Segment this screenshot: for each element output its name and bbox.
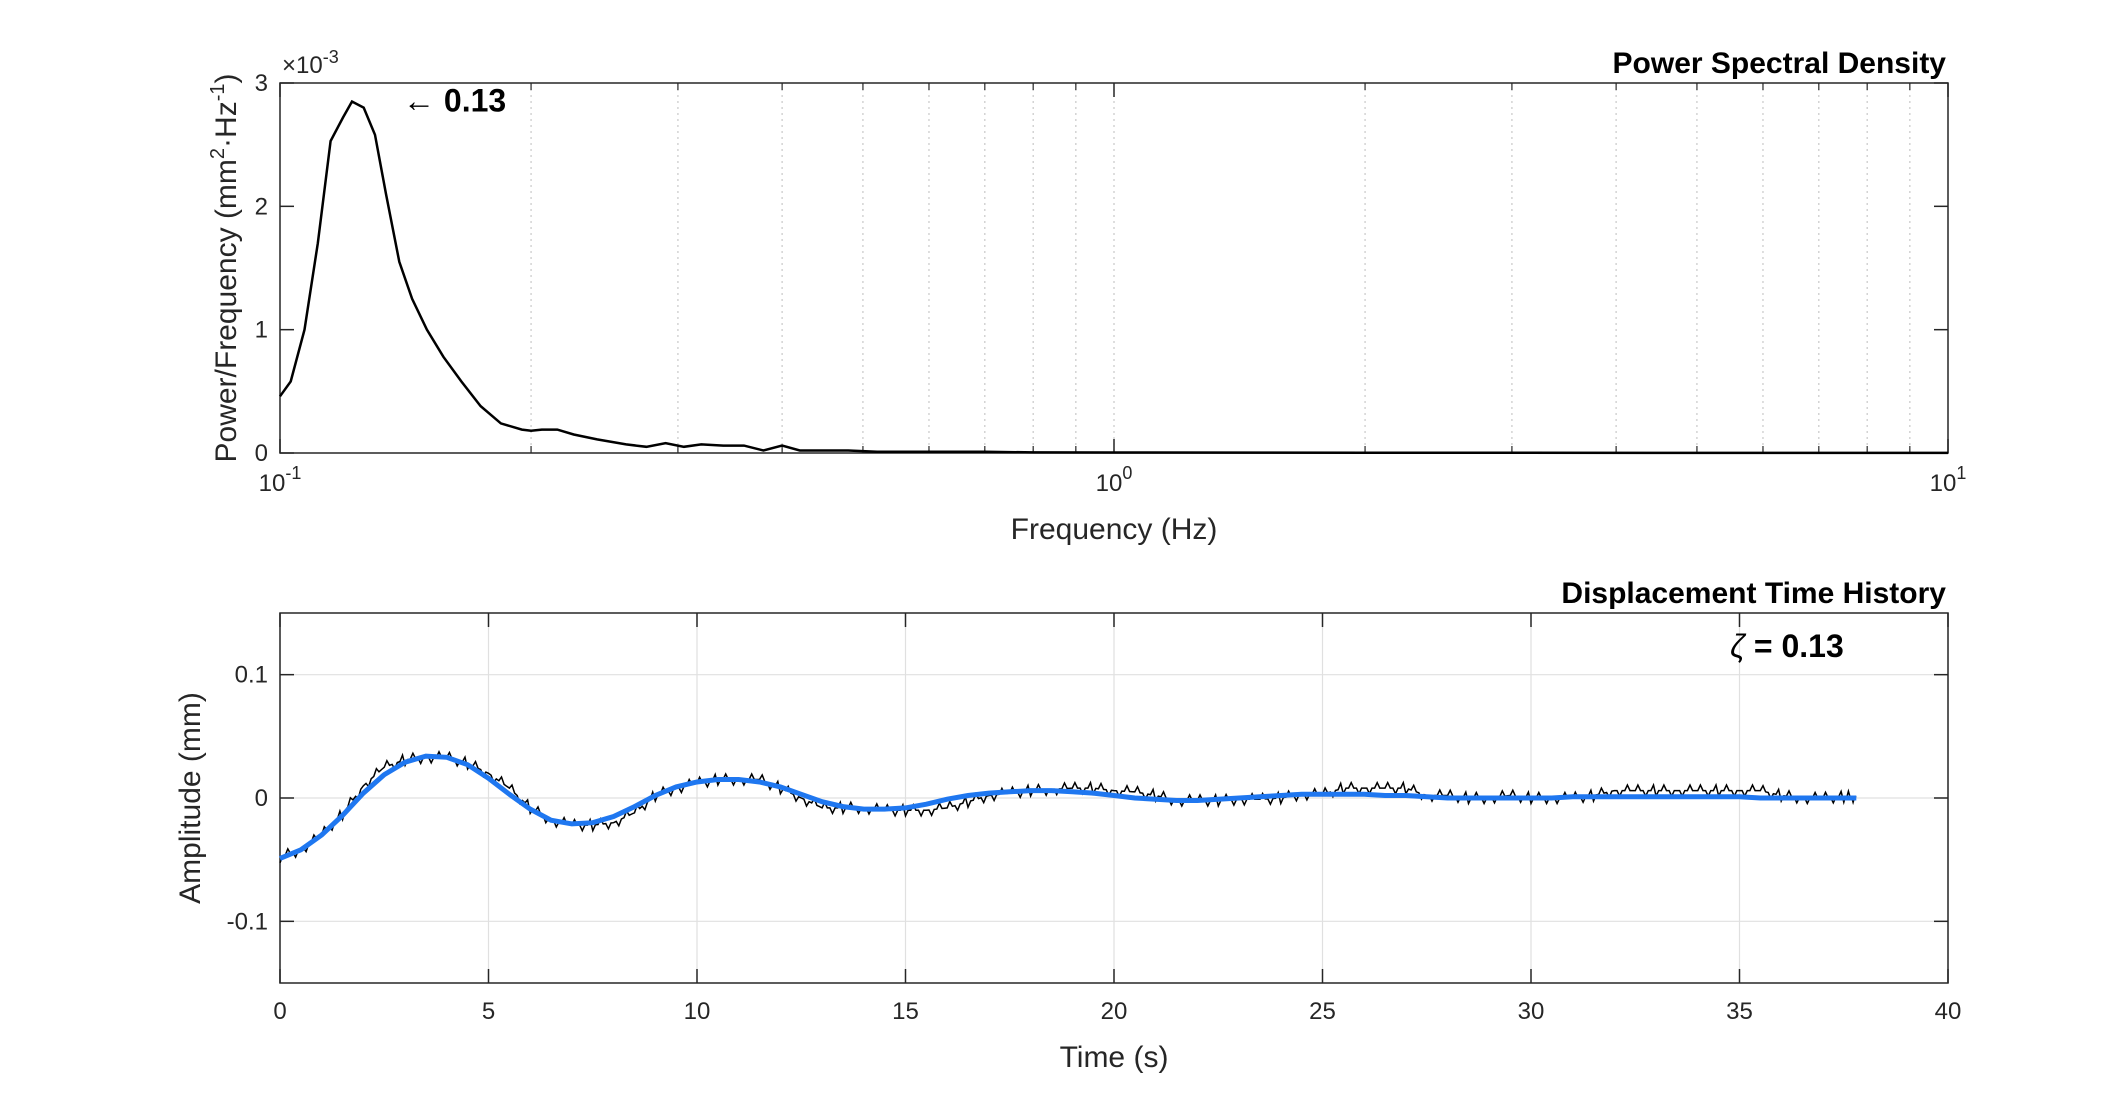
zeta-value: = 0.13 [1745,628,1844,664]
displacement-x-tick-label: 15 [892,998,919,1025]
displacement-x-tick-label: 10 [684,998,711,1025]
psd-y-exponent: ×10-3 [282,47,339,79]
psd-ylabel-mid: ·Hz [210,101,243,148]
displacement-fit-series-line [279,753,1857,861]
psd-title: Power Spectral Density [1613,47,1947,80]
psd-ylabel-sup2: -1 [207,84,229,102]
psd-ylabel-end: ) [210,74,243,84]
psd-x-tick-label: 100 [1096,463,1133,497]
psd-y-tick-label: 0 [255,440,268,467]
psd-ticks: 0 1 2 3 10-1 100 101 [255,70,1967,497]
psd-y-tick-label: 1 [255,317,268,344]
displacement-x-tick-label: 40 [1935,998,1962,1025]
psd-panel: 0 1 2 3 10-1 100 101 ×10-3 Power Spectral Dens… [207,47,1966,546]
displacement-x-tick-label: 30 [1518,998,1545,1025]
psd-peak-annotation: ← 0.13 [403,83,506,119]
displacement-x-axis-label: Time (s) [1060,1041,1169,1074]
displacement-x-tick-label: 35 [1726,998,1753,1025]
psd-y-tick-label: 2 [255,193,268,220]
displacement-x-tick-label: 25 [1309,998,1336,1025]
displacement-x-tick-label: 5 [482,998,495,1025]
psd-ylabel-sup1: 2 [207,148,229,159]
displacement-y-tick-label: 0.1 [235,662,268,689]
psd-y-tick-label: 3 [255,70,268,97]
psd-ylabel-main: Power/Frequency (mm [210,159,243,462]
displacement-y-axis-label: Amplitude (mm) [174,692,207,904]
psd-x-tick-label: 10-1 [259,463,302,497]
displacement-y-tick-label: 0 [255,785,268,812]
displacement-x-tick-label: 0 [273,998,286,1025]
displacement-y-tick-label: -0.1 [227,908,268,935]
displacement-x-tick-label: 20 [1101,998,1128,1025]
psd-x-axis-label: Frequency (Hz) [1011,513,1218,546]
displacement-ticks: 0 5 10 15 20 25 30 35 40 -0.1 0 0.1 [227,613,1962,1025]
psd-x-tick-label: 101 [1930,463,1967,497]
psd-y-axis-label: Power/Frequency (mm2·Hz-1) [207,74,243,463]
damping-ratio-annotation: ζ = 0.13 [1730,628,1844,664]
psd-series-line [278,99,1948,455]
psd-y-exponent-base: ×10 [282,52,323,79]
displacement-title: Displacement Time History [1561,577,1946,610]
displacement-raw-series-line [279,750,1857,864]
displacement-panel: 0 5 10 15 20 25 30 35 40 -0.1 0 0.1 Displacement Ti… [174,577,1961,1074]
zeta-symbol: ζ [1730,628,1747,664]
psd-y-exponent-power: -3 [323,47,339,67]
psd-grid [530,83,1911,453]
